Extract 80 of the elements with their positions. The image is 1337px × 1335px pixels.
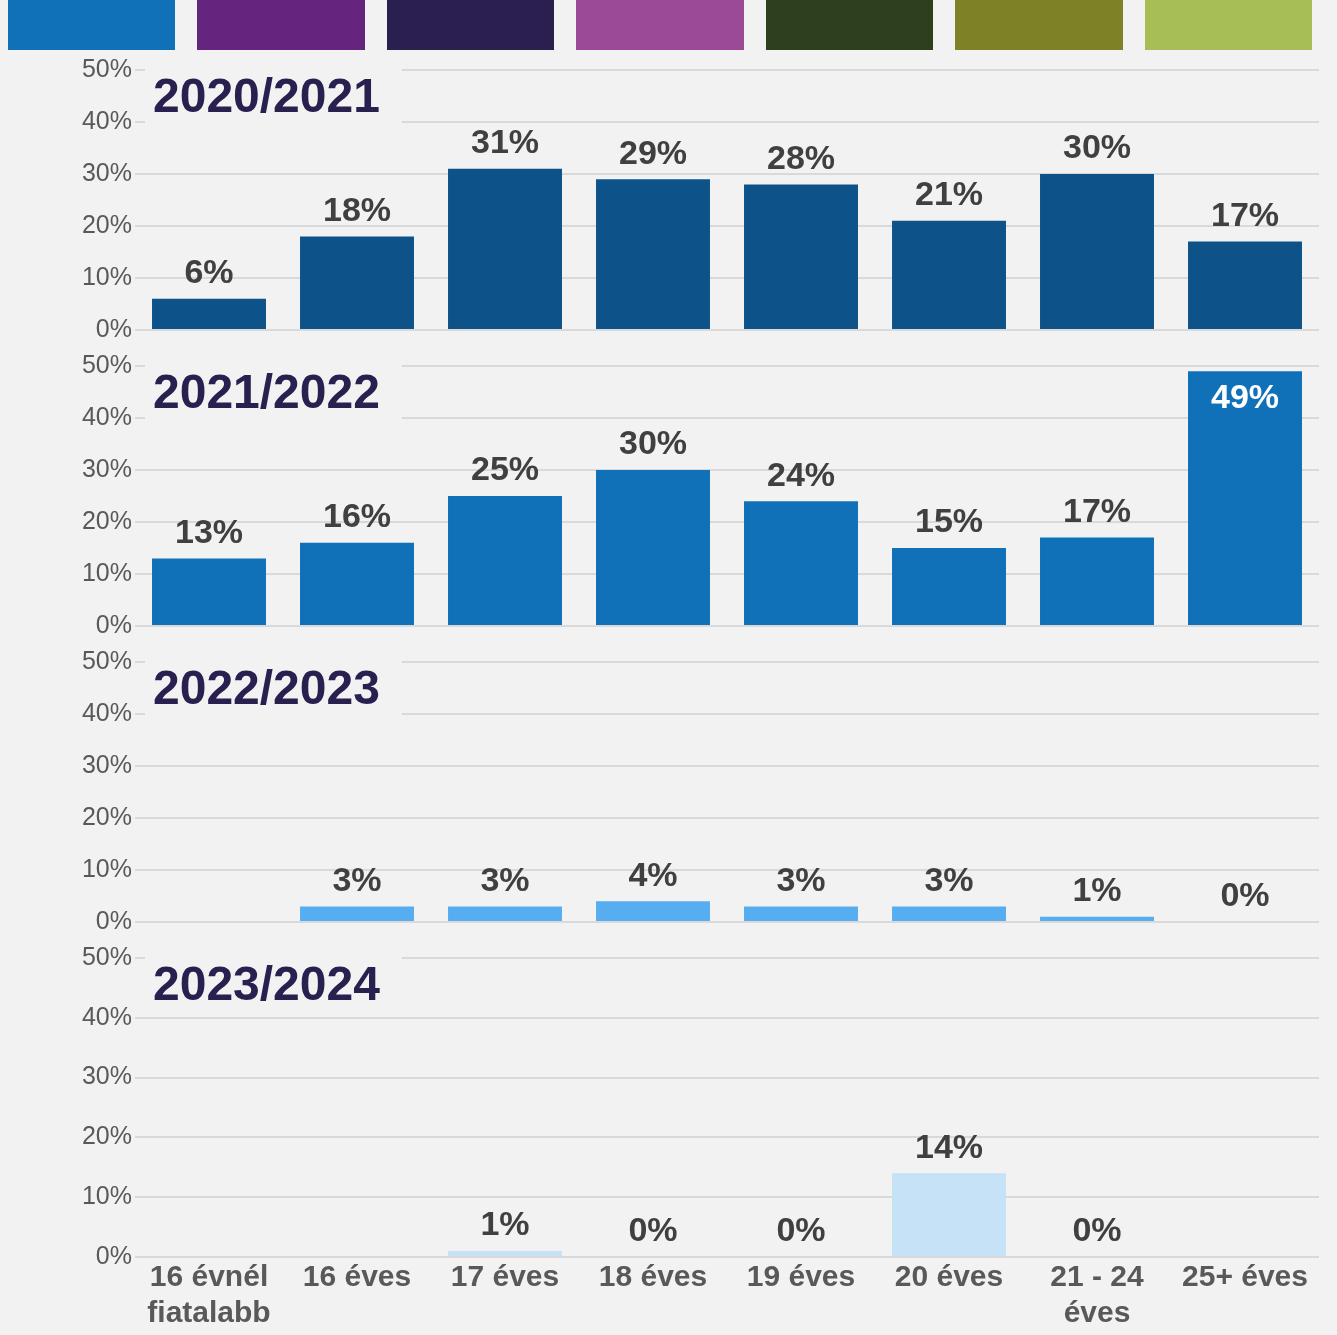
data-label: 29% <box>618 132 688 171</box>
y-tick-label: 50% <box>81 941 132 970</box>
bar <box>892 220 1006 329</box>
y-tick-label: 10% <box>81 1181 132 1210</box>
y-tick-label: 10% <box>81 853 132 882</box>
x-tick-label: 25+ éves <box>1182 1259 1308 1293</box>
y-tick-label: 0% <box>95 905 132 934</box>
x-tick-label: 21 - 24 éves <box>1050 1259 1145 1329</box>
y-tick-label: 50% <box>81 349 132 378</box>
data-label: 31% <box>470 122 540 161</box>
y-tick-label: 40% <box>81 1001 132 1030</box>
data-label: 21% <box>914 174 984 213</box>
data-label: 28% <box>766 137 836 176</box>
bar <box>1188 241 1302 329</box>
bar <box>152 298 266 329</box>
bar <box>300 542 414 625</box>
x-tick-label: 18 éves <box>598 1259 708 1293</box>
data-label: 18% <box>322 189 392 228</box>
x-tick-label: 19 éves <box>746 1259 856 1293</box>
bar <box>1188 371 1302 625</box>
y-tick-label: 40% <box>81 697 132 726</box>
data-label: 24% <box>766 454 836 493</box>
data-label: 30% <box>1062 127 1132 166</box>
x-tick-label: 16 évnél fiatalabb <box>147 1259 271 1329</box>
bar <box>448 168 562 329</box>
bar <box>744 184 858 329</box>
bar <box>300 236 414 329</box>
data-label: 3% <box>776 859 826 898</box>
data-label: 1% <box>480 1204 530 1243</box>
data-label: 0% <box>776 1210 826 1249</box>
y-tick-label: 0% <box>95 1240 132 1269</box>
y-tick-label: 50% <box>81 645 132 674</box>
y-tick-label: 20% <box>81 1121 132 1150</box>
x-tick-label: 20 éves <box>894 1259 1004 1293</box>
data-label: 30% <box>618 423 688 462</box>
data-label: 0% <box>1220 875 1270 914</box>
y-tick-label: 40% <box>81 401 132 430</box>
bar <box>744 501 858 625</box>
y-tick-label: 30% <box>81 157 132 186</box>
y-tick-label: 40% <box>81 105 132 134</box>
y-tick-label: 30% <box>81 1061 132 1090</box>
data-label: 17% <box>1062 490 1132 529</box>
x-tick-label: 17 éves <box>450 1259 560 1293</box>
bar <box>596 470 710 625</box>
data-label: 6% <box>184 252 234 291</box>
chart-title: 2022/2023 <box>153 661 380 715</box>
chart-title: 2023/2024 <box>153 957 381 1011</box>
data-label: 1% <box>1072 870 1122 909</box>
y-tick-label: 30% <box>81 453 132 482</box>
bar <box>892 548 1006 625</box>
bar <box>152 558 266 625</box>
data-label: 4% <box>628 854 678 893</box>
data-label: 25% <box>470 449 540 488</box>
data-label: 16% <box>322 496 392 535</box>
y-tick-label: 10% <box>81 557 132 586</box>
data-label: 14% <box>914 1126 984 1165</box>
y-tick-label: 20% <box>81 505 132 534</box>
data-label: 15% <box>914 501 984 540</box>
bar <box>1040 537 1154 625</box>
y-tick-label: 20% <box>81 209 132 238</box>
bar <box>596 179 710 329</box>
data-label: 3% <box>480 859 530 898</box>
y-tick-label: 30% <box>81 749 132 778</box>
y-tick-label: 20% <box>81 801 132 830</box>
data-label: 3% <box>924 859 974 898</box>
data-label: 0% <box>1072 1210 1122 1249</box>
y-tick-label: 10% <box>81 261 132 290</box>
data-label: 0% <box>628 1210 678 1249</box>
data-label: 3% <box>332 859 382 898</box>
data-label: 17% <box>1210 194 1280 233</box>
x-tick-label: 16 éves <box>302 1259 412 1293</box>
data-label: 13% <box>174 511 244 550</box>
chart-title: 2020/2021 <box>153 69 380 123</box>
bar <box>1040 174 1154 329</box>
chart-title: 2021/2022 <box>153 365 380 419</box>
y-tick-label: 50% <box>81 53 132 82</box>
data-label: 49% <box>1210 376 1280 415</box>
y-tick-label: 0% <box>95 313 132 342</box>
bar <box>448 496 562 625</box>
y-tick-label: 0% <box>95 609 132 638</box>
